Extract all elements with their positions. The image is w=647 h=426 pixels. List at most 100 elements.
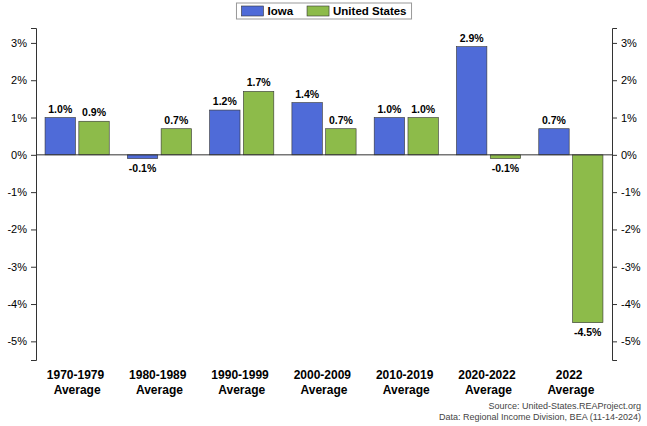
bar [326,129,356,155]
y2-tick-label: -2% [621,223,641,235]
y-tick-mark [31,341,36,342]
data-label: 0.7% [329,114,354,126]
legend-swatch [241,6,263,16]
legend-item: United States [307,5,407,17]
y-tick-label: 1% [11,112,27,124]
annotation: Source: United-States.REAProject.org [488,401,641,411]
y-tick-label: -5% [7,335,27,347]
y2-tick-label: -4% [621,298,641,310]
y2-tick-label: 1% [621,112,637,124]
legend-label: United States [333,5,407,17]
x-tick-label-line: 1990-1999 [211,368,272,382]
x-tick-label: 2020-2022 Average [458,368,519,397]
data-label: 1.7% [247,76,272,88]
data-label: -0.1% [492,162,520,174]
x-tick-label-line: 2010-2019 [376,368,437,382]
data-label: 0.7% [164,114,189,126]
x-tick-label-line: Average [54,383,101,397]
x-tick-label-line: 1970-1979 [47,368,108,382]
y2-tick-mark [612,267,617,268]
data-label: -4.5% [574,326,602,338]
chart-svg: -5%-4%-3%-2%-1%0%1%2%3%-5%-4%-3%-2%-1%0%… [0,0,647,426]
y2-tick-mark [612,155,617,156]
data-label: 1.0% [48,103,73,115]
bar [79,121,109,155]
x-tick-label: 2022 Average [547,368,594,397]
bar [161,129,191,155]
bar [490,155,520,159]
y2-tick-mark [612,192,617,193]
y-tick: -5% [7,335,36,347]
y2-tick: -3% [612,261,641,273]
y2-tick-label: -5% [621,335,641,347]
y-tick: -1% [7,186,36,198]
y-tick: 0% [11,149,36,161]
y2-tick-label: 3% [621,37,637,49]
x-axis: 1970-1979 Average1980-1989 Average1990-1… [47,360,595,397]
y2-tick: 2% [612,74,637,86]
y-tick-mark [31,229,36,230]
data-label: 2.9% [460,32,485,44]
y2-tick: 3% [612,37,637,49]
y2-axis: -5% -4% -3% -2% -1% 0% 1% 2% 3% [612,29,641,361]
legend-box [236,3,411,19]
data-label: 1.0% [377,103,402,115]
y2-tick-label: 2% [621,74,637,86]
y2-tick-label: -1% [621,186,641,198]
bar [210,110,240,155]
x-tick-label: 2000-2009 Average [294,368,355,397]
zero-line [36,154,612,155]
y-tick-mark [31,267,36,268]
x-tick-label-line: Average [301,383,348,397]
y-tick: 2% [11,74,36,86]
x-tick-label: 1980-1989 Average [129,368,190,397]
y-tick-mark [31,118,36,119]
y-tick: 1% [11,112,36,124]
x-tick-label-line: 2020-2022 [458,368,519,382]
x-tick-label-line: Average [547,383,594,397]
x-tick-label-line: 2022 [556,368,586,382]
legend: Iowa United States [236,3,411,19]
y-tick-label: 0% [11,149,27,161]
chart-container: -5%-4%-3%-2%-1%0%1%2%3%-5%-4%-3%-2%-1%0%… [0,0,647,426]
annotations: Source: United-States.REAProject.orgData… [439,401,641,422]
y2-tick-mark [612,43,617,44]
y2-tick: -1% [612,186,641,198]
data-label: -0.1% [129,162,157,174]
x-tick-label-line: 2000-2009 [294,368,355,382]
y2-tick: 0% [612,149,637,161]
x-tick: 2000-2009 Average [294,360,355,397]
bar [45,118,75,155]
y-tick-label: 3% [11,37,27,49]
y2-tick-mark [612,229,617,230]
y-tick-mark [31,43,36,44]
y2-tick-mark [612,118,617,119]
x-tick: 1990-1999 Average [211,360,272,397]
x-tick-label-line: Average [465,383,512,397]
bars [45,47,603,323]
y-tick-label: 2% [11,74,27,86]
y2-tick-mark [612,304,617,305]
data-label: 1.4% [295,88,320,100]
y-tick-mark [31,304,36,305]
y-tick-label: -4% [7,298,27,310]
legend-item: Iowa [241,5,293,17]
y-axis: -5%-4%-3%-2%-1%0%1%2%3% [7,29,36,361]
y2-tick-label: -3% [621,261,641,273]
x-tick: 1980-1989 Average [129,360,190,397]
x-tick-label: 2010-2019 Average [376,368,437,397]
y2-tick-mark [612,80,617,81]
y-tick-mark [31,80,36,81]
data-labels: 1.0%-0.1%1.2%1.4%1.0%2.9%0.7%0.9%0.7%1.7… [48,32,602,338]
y-tick-mark [31,192,36,193]
y2-tick: -4% [612,298,641,310]
x-tick: 1970-1979 Average [47,360,108,397]
bar [573,155,603,323]
y-tick-mark [31,155,36,156]
x-tick-label-line: Average [383,383,430,397]
y-tick-label: -2% [7,223,27,235]
data-label: 1.2% [213,95,238,107]
y2-tick: -2% [612,223,641,235]
x-tick-label: 1990-1999 Average [211,368,272,397]
x-tick-label-line: Average [136,383,183,397]
